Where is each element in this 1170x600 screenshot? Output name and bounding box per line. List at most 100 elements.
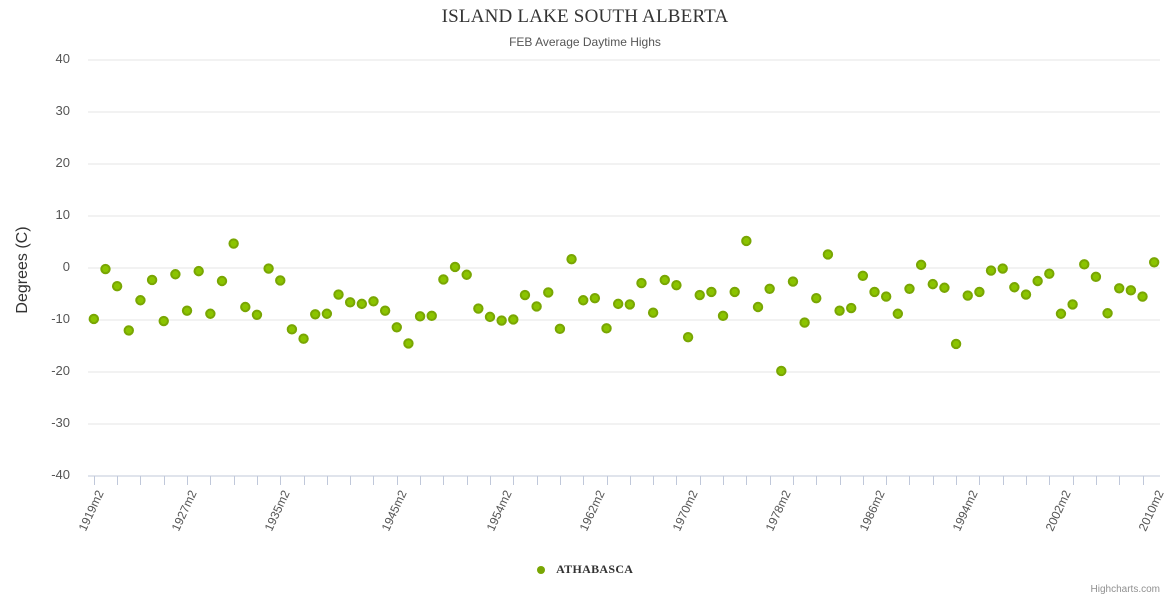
data-point[interactable] bbox=[589, 292, 601, 304]
data-point[interactable] bbox=[1114, 283, 1125, 294]
data-point[interactable] bbox=[181, 305, 193, 316]
data-point[interactable] bbox=[566, 253, 577, 265]
data-point[interactable] bbox=[321, 308, 333, 319]
chart-title: ISLAND LAKE SOUTH ALBERTA bbox=[441, 6, 729, 27]
data-point[interactable] bbox=[1032, 275, 1043, 287]
data-point[interactable] bbox=[240, 301, 251, 313]
data-point[interactable] bbox=[100, 263, 111, 275]
data-point[interactable] bbox=[717, 310, 729, 322]
data-point[interactable] bbox=[1079, 259, 1090, 270]
data-point[interactable] bbox=[1009, 282, 1020, 293]
data-point[interactable] bbox=[997, 263, 1008, 274]
data-point[interactable] bbox=[834, 305, 845, 316]
data-point[interactable] bbox=[310, 309, 321, 320]
data-point[interactable] bbox=[286, 324, 298, 335]
data-point[interactable] bbox=[624, 299, 636, 310]
data-point[interactable] bbox=[1137, 291, 1148, 302]
data-point[interactable] bbox=[414, 311, 426, 322]
y-axis-tick-label: 30 bbox=[55, 103, 70, 118]
y-axis-tick-label: -20 bbox=[51, 363, 70, 378]
data-point[interactable] bbox=[473, 303, 484, 314]
data-point[interactable] bbox=[484, 311, 496, 323]
data-point[interactable] bbox=[636, 277, 647, 289]
data-point[interactable] bbox=[1055, 308, 1067, 319]
data-point[interactable] bbox=[776, 365, 787, 377]
data-point[interactable] bbox=[356, 298, 368, 310]
data-point[interactable] bbox=[344, 297, 356, 308]
data-point[interactable] bbox=[939, 282, 950, 293]
data-point[interactable] bbox=[123, 325, 134, 336]
data-point[interactable] bbox=[578, 295, 589, 306]
data-point[interactable] bbox=[811, 292, 822, 304]
data-point[interactable] bbox=[461, 269, 472, 280]
data-point[interactable] bbox=[927, 278, 938, 290]
data-point[interactable] bbox=[1090, 271, 1102, 283]
data-point[interactable] bbox=[170, 269, 181, 280]
data-point[interactable] bbox=[974, 286, 985, 298]
data-point[interactable] bbox=[438, 274, 449, 285]
data-point[interactable] bbox=[1125, 285, 1137, 296]
data-point[interactable] bbox=[193, 265, 204, 277]
y-axis-tick-label: -40 bbox=[51, 467, 70, 482]
data-point[interactable] bbox=[752, 301, 764, 313]
data-point[interactable] bbox=[508, 314, 519, 325]
data-point[interactable] bbox=[1044, 268, 1055, 279]
data-point[interactable] bbox=[729, 286, 740, 298]
data-point[interactable] bbox=[111, 281, 123, 292]
data-point[interactable] bbox=[915, 259, 927, 271]
data-point[interactable] bbox=[554, 323, 566, 335]
data-point[interactable] bbox=[543, 287, 554, 298]
data-point[interactable] bbox=[158, 315, 169, 327]
data-point[interactable] bbox=[391, 322, 402, 333]
data-point[interactable] bbox=[799, 317, 810, 328]
data-point[interactable] bbox=[962, 290, 973, 301]
data-point[interactable] bbox=[671, 279, 682, 291]
data-point[interactable] bbox=[869, 286, 880, 298]
data-point[interactable] bbox=[741, 235, 752, 247]
data-point[interactable] bbox=[1067, 299, 1078, 310]
data-point[interactable] bbox=[368, 296, 379, 307]
data-point[interactable] bbox=[379, 305, 391, 316]
data-point[interactable] bbox=[146, 274, 158, 286]
data-point[interactable] bbox=[135, 295, 146, 306]
data-point[interactable] bbox=[88, 313, 100, 325]
data-point[interactable] bbox=[857, 270, 869, 281]
data-point[interactable] bbox=[985, 265, 997, 276]
data-point[interactable] bbox=[1102, 308, 1113, 319]
data-point[interactable] bbox=[846, 302, 857, 314]
data-point[interactable] bbox=[216, 275, 228, 287]
data-point[interactable] bbox=[496, 315, 507, 326]
data-point[interactable] bbox=[787, 276, 799, 287]
data-point[interactable] bbox=[426, 310, 437, 322]
data-point[interactable] bbox=[449, 261, 461, 273]
data-point[interactable] bbox=[647, 307, 659, 318]
data-point[interactable] bbox=[904, 283, 915, 294]
data-point[interactable] bbox=[403, 338, 414, 349]
data-point[interactable] bbox=[298, 333, 309, 344]
data-point[interactable] bbox=[333, 289, 344, 300]
data-point[interactable] bbox=[764, 283, 775, 294]
data-point[interactable] bbox=[228, 238, 239, 249]
data-point[interactable] bbox=[1148, 257, 1160, 268]
highcharts-credits[interactable]: Highcharts.com bbox=[1090, 584, 1160, 595]
data-point[interactable] bbox=[275, 275, 286, 286]
chart-legend: ATHABASCA bbox=[0, 562, 1170, 577]
data-point[interactable] bbox=[950, 338, 962, 350]
data-point[interactable] bbox=[1020, 289, 1032, 300]
data-point[interactable] bbox=[519, 289, 531, 301]
data-point[interactable] bbox=[531, 301, 542, 312]
data-point[interactable] bbox=[659, 274, 670, 286]
data-point[interactable] bbox=[601, 323, 612, 334]
data-point[interactable] bbox=[263, 263, 274, 274]
data-point[interactable] bbox=[880, 291, 892, 302]
data-point[interactable] bbox=[205, 308, 216, 319]
legend-item-athabasca[interactable]: ATHABASCA bbox=[536, 562, 634, 577]
data-point[interactable] bbox=[822, 249, 834, 260]
data-point[interactable] bbox=[694, 289, 705, 301]
data-point[interactable] bbox=[682, 331, 694, 343]
data-point[interactable] bbox=[706, 286, 717, 298]
data-point[interactable] bbox=[612, 298, 624, 310]
data-point[interactable] bbox=[251, 309, 263, 320]
data-point[interactable] bbox=[892, 308, 904, 319]
